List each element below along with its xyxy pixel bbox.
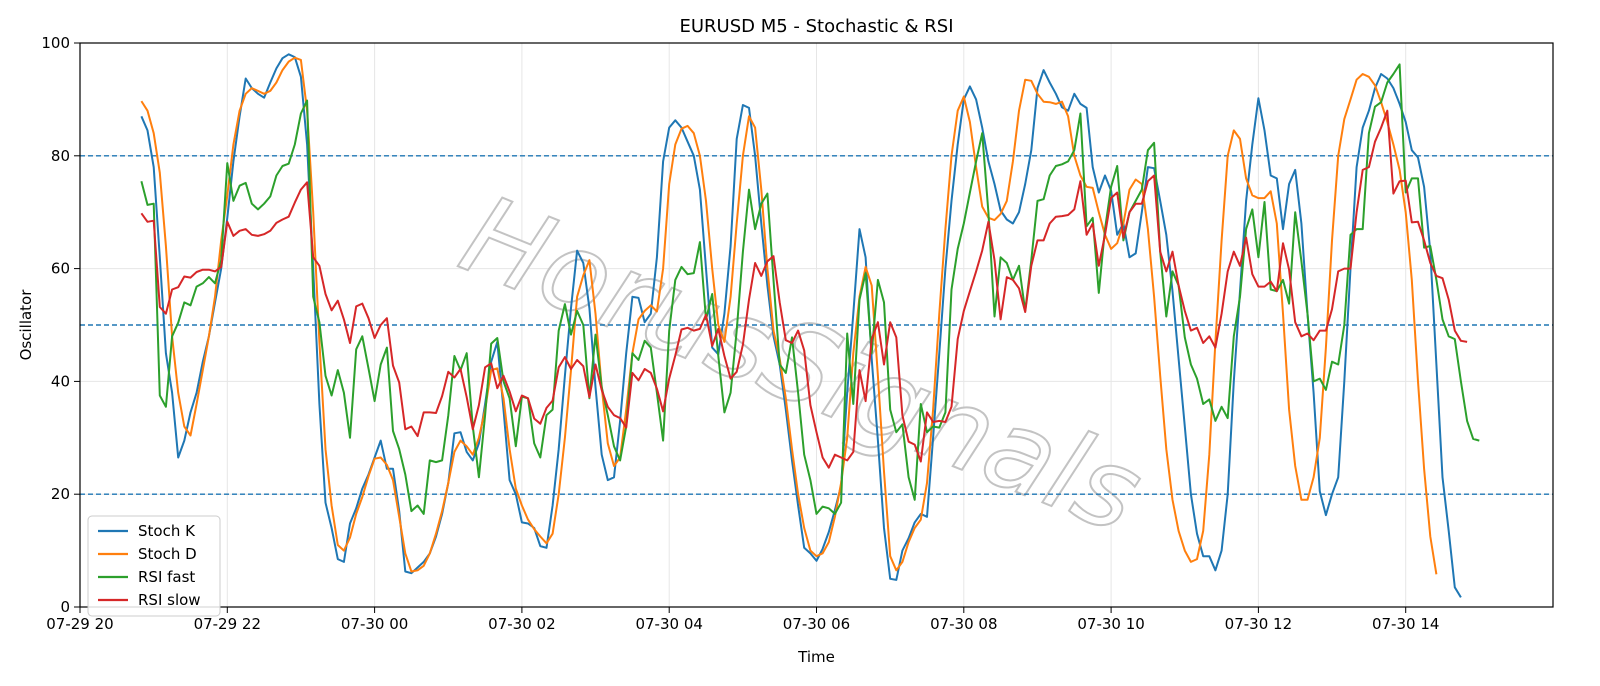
x-tick-label: 07-30 08 [930,615,997,633]
x-tick-label: 07-30 12 [1225,615,1292,633]
legend-label: Stoch D [138,545,197,563]
y-tick-label: 0 [60,598,70,616]
legend-label: RSI slow [138,591,201,609]
x-axis: 07-29 20 07-29 22 07-30 00 07-30 02 07-30 04… [46,607,1439,633]
series-line-stoch-d [140,56,1438,575]
x-tick-label: 07-30 06 [783,615,850,633]
y-tick-label: 100 [41,34,70,52]
legend: Stoch K Stoch D RSI fast RSI slow [87,515,221,617]
y-tick-label: 40 [51,372,70,390]
y-tick-label: 80 [51,147,70,165]
y-tick-label: 20 [51,485,70,503]
legend-label: RSI fast [138,568,195,586]
y-axis-label: Oscillator [17,289,35,361]
x-tick-label: 07-29 20 [46,615,113,633]
x-tick-label: 07-30 00 [341,615,408,633]
x-tick-label: 07-30 04 [635,615,702,633]
x-axis-label: Time [797,648,835,666]
series-line-rsi-fast [140,63,1480,515]
y-axis: 0 20 40 60 80 100 [41,34,80,616]
legend-box [87,515,221,617]
legend-label: Stoch K [138,522,196,540]
x-tick-label: 07-29 22 [194,615,261,633]
x-tick-label: 07-30 14 [1372,615,1439,633]
x-tick-label: 07-30 10 [1077,615,1144,633]
chart-title: EURUSD M5 - Stochastic & RSI [679,16,953,37]
series-line-rsi-slow [140,109,1468,469]
series-lines [140,53,1480,598]
y-tick-label: 60 [51,260,70,278]
x-tick-label: 07-30 02 [488,615,555,633]
